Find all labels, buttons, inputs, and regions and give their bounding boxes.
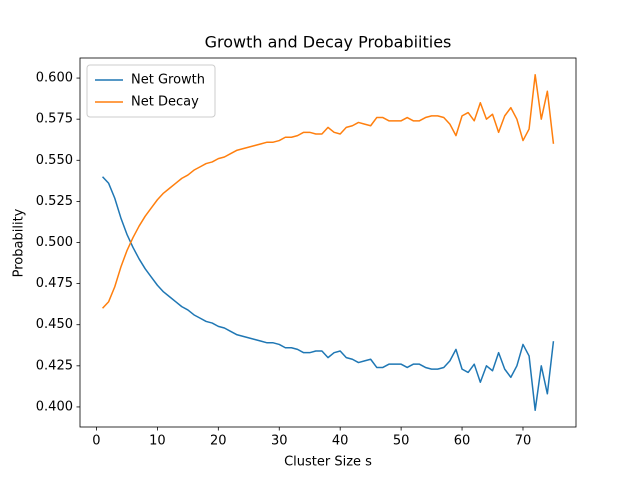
x-tick-label: 60	[454, 434, 471, 449]
y-tick-label: 0.550	[36, 153, 73, 168]
y-tick-label: 0.475	[36, 276, 73, 291]
chart-title: Growth and Decay Probabiities	[205, 33, 452, 52]
x-tick-label: 70	[515, 434, 532, 449]
legend-label: Net Growth	[131, 73, 205, 88]
x-tick-label: 10	[149, 434, 166, 449]
y-tick-label: 0.600	[36, 71, 73, 86]
x-tick-label: 50	[393, 434, 410, 449]
y-axis-label: Probability	[12, 208, 27, 277]
y-tick-label: 0.500	[36, 235, 73, 250]
series-line	[101, 74, 555, 309]
x-tick-label: 30	[271, 434, 288, 449]
x-tick-label: 0	[92, 434, 100, 449]
legend-box	[86, 64, 216, 118]
x-axis-label: Cluster Size s	[284, 455, 372, 470]
series-line	[101, 176, 555, 411]
y-tick-label: 0.525	[36, 194, 73, 209]
x-tick-label: 40	[332, 434, 349, 449]
y-tick-label: 0.400	[36, 399, 73, 414]
y-tick-label: 0.425	[36, 358, 73, 373]
x-tick-label: 20	[210, 434, 227, 449]
axes-frame	[79, 57, 577, 428]
y-tick-label: 0.575	[36, 112, 73, 127]
y-tick-label: 0.450	[36, 317, 73, 332]
legend-label: Net Decay	[131, 95, 199, 110]
